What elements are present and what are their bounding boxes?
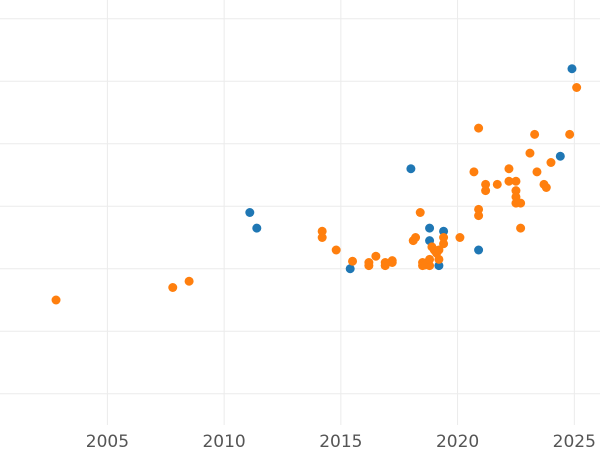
scatter-point-orange [474, 211, 484, 221]
scatter-point-orange [331, 245, 341, 255]
scatter-point-orange [481, 179, 491, 189]
scatter-point-orange [415, 208, 425, 217]
scatter-point-orange [504, 164, 514, 174]
scatter-point-orange [516, 223, 526, 233]
scatter-point-orange [168, 283, 178, 292]
x-axis-tick-labels: 2005 2010 2015 2020 2025 [86, 432, 596, 450]
scatter-point-orange [364, 261, 374, 271]
scatter-point-orange [387, 258, 397, 267]
scatter-point-blue [425, 223, 435, 233]
scatter-point-orange [565, 129, 575, 139]
scatter-point-blue [434, 261, 444, 271]
scatter-point-orange [541, 183, 551, 192]
scatter-point-blue [406, 164, 416, 174]
scatter-point-orange [516, 198, 526, 208]
scatter-point-orange [425, 261, 435, 271]
x-tick-label-2010: 2010 [202, 432, 245, 450]
scatter-point-orange [317, 226, 327, 236]
scatter-point-orange [455, 233, 465, 242]
scatter-point-orange [371, 251, 381, 261]
scatter-point-orange [425, 254, 435, 264]
scatter-point-blue [474, 245, 484, 255]
scatter-point-blue [567, 64, 577, 74]
scatter-point-orange [439, 239, 449, 249]
scatter-point-blue [245, 208, 255, 217]
scatter-point-orange [51, 295, 61, 305]
scatter-point-orange [504, 176, 514, 186]
x-tick-label-2015: 2015 [319, 432, 362, 450]
x-tick-label-2005: 2005 [86, 432, 129, 450]
x-tick-label-2020: 2020 [436, 432, 479, 450]
scatter-point-orange [411, 233, 421, 242]
data-points [51, 64, 582, 305]
scatter-point-orange [434, 254, 444, 264]
scatter-point-orange [492, 179, 502, 189]
scatter-point-orange [481, 186, 491, 196]
grid [0, 0, 600, 425]
scatter-point-orange [348, 256, 358, 266]
scatter-point-orange [546, 158, 556, 167]
scatter-point-orange [572, 83, 582, 92]
x-tick-label-2025: 2025 [553, 432, 596, 450]
scatter-point-orange [380, 258, 390, 267]
scatter-point-blue [439, 226, 449, 236]
scatter-point-orange [511, 192, 521, 202]
scatter-point-orange [511, 176, 521, 186]
scatter-point-blue [555, 151, 565, 161]
scatter-point-orange [474, 204, 484, 214]
scatter-point-blue [345, 264, 355, 274]
scatter-point-orange [434, 245, 444, 255]
scatter-point-orange [530, 129, 540, 139]
scatter-point-orange [525, 148, 535, 158]
scatter-point-orange [439, 233, 449, 242]
scatter-point-orange [511, 186, 521, 196]
scatter-point-orange [474, 123, 484, 133]
scatter-point-blue [252, 223, 262, 233]
scatter-point-orange [532, 167, 542, 177]
scatter-point-orange [469, 167, 479, 177]
scatter-point-orange [317, 233, 327, 242]
scatter-point-orange [184, 276, 194, 286]
